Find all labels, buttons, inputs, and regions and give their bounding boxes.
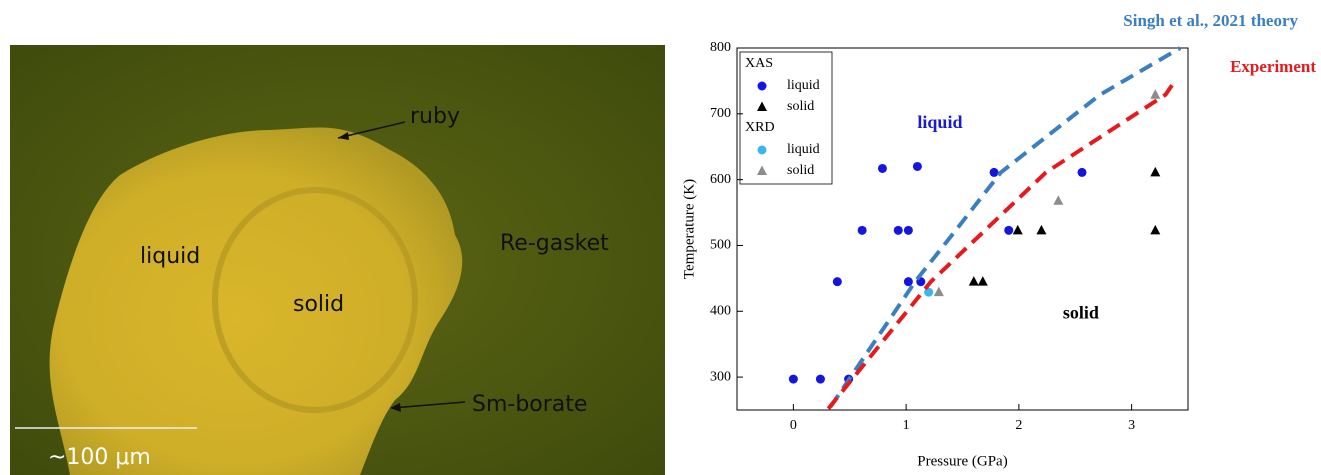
x-tick-label: 1 [903, 418, 910, 433]
solid-boundary [212, 187, 418, 413]
data-point [1036, 224, 1047, 235]
image-label: Re-gasket [500, 231, 609, 256]
legend-label: liquid [787, 142, 820, 157]
y-tick-label: 500 [710, 238, 731, 253]
data-point [1150, 89, 1161, 99]
micrograph: ruby liquid Re-gasket solid Sm-borate ~1… [10, 45, 665, 475]
annotation: solid [1063, 303, 1099, 323]
trend-line [828, 46, 1182, 408]
legend-marker [757, 81, 767, 91]
x-tick-label: 0 [790, 418, 797, 433]
data-point [1150, 224, 1161, 235]
scale-bar-label: ~100 μm [48, 445, 151, 470]
data-point [857, 225, 867, 235]
arrow [391, 401, 466, 409]
x-tick-label: 2 [1015, 418, 1022, 433]
arrow [337, 121, 406, 139]
y-tick-label: 600 [710, 172, 731, 187]
data-point [815, 374, 825, 384]
data-point [989, 167, 999, 177]
legend-marker [757, 165, 767, 175]
data-point [832, 277, 842, 287]
line-label: Experiment [1230, 57, 1316, 76]
legend-group: XAS [745, 56, 773, 71]
arrow-head [338, 132, 349, 140]
y-axis-label: Temperature (K) [681, 179, 697, 279]
chart: 0 1 2 3 300 400 500 600 700 800 Pressure (GPa) Temp… [681, 11, 1316, 470]
legend-label: solid [787, 163, 814, 178]
data-point [1150, 166, 1161, 177]
x-tick-label: 3 [1128, 418, 1135, 433]
legend-marker [757, 145, 767, 155]
data-point [912, 161, 922, 171]
data-point [877, 163, 887, 173]
data-point [903, 225, 913, 235]
image-label: Sm-borate [472, 392, 587, 417]
trend-line [826, 83, 1174, 410]
data-point [968, 276, 979, 286]
legend-label: liquid [787, 78, 820, 93]
image-label: ruby [410, 104, 460, 129]
y-tick-label: 300 [710, 369, 731, 384]
data-point [1077, 167, 1087, 177]
data-point [977, 276, 988, 286]
annotation: liquid [917, 112, 962, 132]
x-axis-label: Pressure (GPa) [917, 453, 1007, 469]
legend-label: solid [787, 99, 814, 114]
plot-frame [736, 47, 1189, 411]
arrow-head [390, 403, 401, 412]
image-label: solid [293, 292, 344, 317]
y-tick-label: 800 [710, 40, 731, 55]
legend-group: XRD [745, 120, 775, 135]
legend-marker [757, 101, 767, 111]
data-point [1012, 224, 1023, 235]
data-point [903, 277, 913, 287]
data-point [1053, 195, 1064, 205]
data-point [1004, 225, 1014, 235]
image-label: liquid [140, 244, 200, 269]
data-point [893, 225, 903, 235]
y-tick-label: 400 [710, 303, 731, 318]
legend-box [739, 51, 833, 185]
data-point [788, 374, 798, 384]
y-tick-label: 700 [710, 106, 731, 121]
data-point [933, 286, 944, 297]
sample-region [49, 127, 463, 475]
line-label: Singh et al., 2021 theory [1123, 11, 1298, 30]
